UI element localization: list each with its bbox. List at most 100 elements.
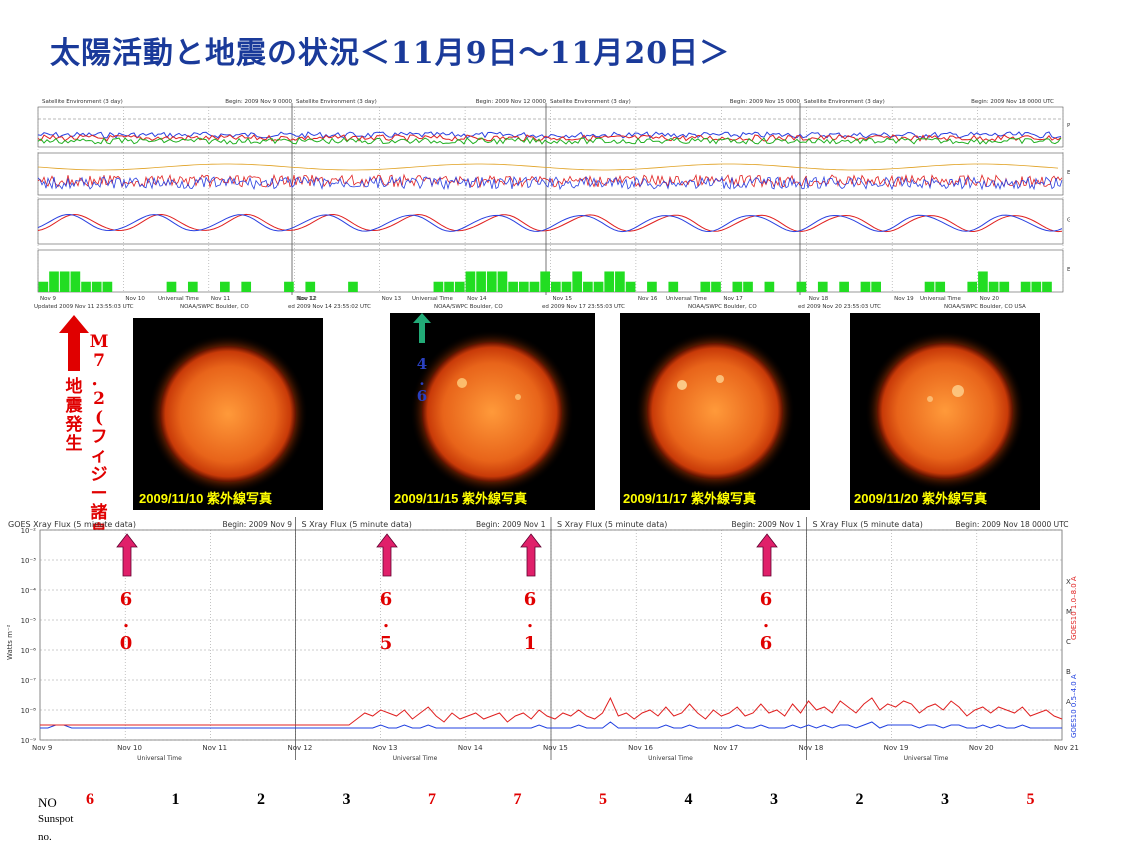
sun-caption: 2009/11/20 紫外線写真 <box>854 491 987 506</box>
kp-bar <box>305 281 316 292</box>
y-axis-label: Watts m⁻² <box>6 624 14 660</box>
kp-bar <box>743 281 753 292</box>
sun-disk-icon <box>148 334 308 494</box>
flare-class-label: B <box>1066 668 1071 676</box>
sunspot-number: 3 <box>342 791 351 808</box>
kp-bar <box>732 281 743 292</box>
flare-class-label: M <box>1066 608 1072 616</box>
updated-label: NOAA/SWPC Bould <box>472 764 533 765</box>
sunspot-number: 4 <box>684 791 693 808</box>
x-tick-label: Nov 21 <box>1054 744 1079 752</box>
strip-label: Proton Flux <box>1067 123 1070 129</box>
kp-bar <box>49 271 59 292</box>
earthquake-arrow-icon <box>59 315 89 371</box>
updated-label: NOAA/SWPC Boulder, CO USA <box>985 764 1082 765</box>
magnitude-char: . <box>382 611 390 632</box>
kp-bar <box>1020 281 1031 292</box>
kp-bar <box>572 271 583 292</box>
series-label: GOES10 0.5–4.0 A <box>1070 674 1078 738</box>
sunspot-number: 5 <box>599 791 607 808</box>
earthquake-note-char: M <box>89 332 109 352</box>
x-tick-label: Nov 12 <box>297 296 316 302</box>
kp-bar <box>529 281 540 292</box>
magnitude-char: 1 <box>523 633 537 654</box>
magnitude-marker: 6.6 <box>756 533 778 655</box>
kp-bar <box>978 271 988 292</box>
kp-bar <box>518 281 529 292</box>
x-tick-label: Nov 18 <box>799 744 824 752</box>
x-tick-label: Nov 16 <box>638 296 658 302</box>
flare-class-label: X <box>1066 578 1071 586</box>
updated-label: NOAA/SWPC Boulder, CO <box>180 304 249 310</box>
panel-header: Satellite Environment (3 day) <box>296 99 377 105</box>
updated-label: 009 Nov 17 23:55:02 UTC <box>558 764 642 765</box>
panel-header: GOES Xray Flux (5 minute data) <box>8 520 136 529</box>
kp-bar <box>486 271 497 292</box>
kp-bar <box>70 271 81 292</box>
updated-label: ed 2009 Nov 20 23:55:03 UTC <box>798 304 881 310</box>
kp-bar <box>796 281 807 292</box>
y-tick-label: 10⁻⁵ <box>21 617 37 625</box>
electron-flux-line <box>37 175 1063 191</box>
panel-header: Satellite Environment (3 day) <box>550 99 631 105</box>
proton-flux-line <box>37 131 1062 139</box>
green-magnitude-char: 4 <box>416 355 428 373</box>
x-tick-label: Nov 20 <box>969 744 994 752</box>
sunspot-number: 5 <box>1026 791 1035 808</box>
updated-label: Updated 2009 Nov 11 23:55:03 UTC <box>34 304 134 310</box>
updated-label: NOAA/SWPC Boulder, CO <box>434 304 503 310</box>
sun-image-3: 2009/11/17 紫外線写真 <box>620 313 810 510</box>
kp-bar <box>38 281 49 292</box>
sunspot-number: 1 <box>171 791 180 808</box>
earthquake-note-char: 諸 <box>90 503 108 523</box>
earthquake-note-2: 地震発生 <box>63 378 85 454</box>
kp-bar <box>465 271 476 292</box>
kp-bar <box>561 281 572 292</box>
kp-bar <box>839 281 849 292</box>
panel-header: S Xray Flux (5 minute data) <box>302 520 412 529</box>
sun-image-4: 2009/11/20 紫外線写真 <box>850 313 1040 510</box>
updated-label: ed 2009 Nov 17 23:55:03 UTC <box>542 304 625 310</box>
sun-caption: 2009/11/10 紫外線写真 <box>139 491 272 506</box>
axis-label: Universal Time <box>648 755 693 762</box>
updated-label: Updated 2009 Nov 11 23:55:02 UTC <box>0 764 118 765</box>
x-tick-label: Nov 9 <box>32 744 52 752</box>
green-magnitude-char: . <box>419 371 425 389</box>
kp-bar <box>999 281 1010 292</box>
y-tick-label: 10⁻² <box>21 527 37 535</box>
magnitude-char: 6 <box>119 589 133 610</box>
kp-bar <box>924 281 935 292</box>
earthquake-note-char: 7 <box>93 351 105 371</box>
kp-bar <box>967 281 978 292</box>
axis-label: Universal Time <box>920 296 962 302</box>
kp-bar <box>348 281 358 292</box>
panel-header: Satellite Environment (3 day) <box>42 99 123 105</box>
kp-bar <box>988 281 999 292</box>
short-channel-line <box>40 721 1062 729</box>
green-arrow-icon <box>413 313 431 343</box>
earthquake-note-char: 発 <box>65 415 83 435</box>
earthquake-note-char: ー <box>90 484 108 504</box>
updated-label: 009 Nov 20 23:55:02 UTC <box>812 764 896 765</box>
x-tick-label: Nov 18 <box>809 296 829 302</box>
updated-label: ed 2009 Nov 14 23:55:02 UTC <box>288 304 371 310</box>
panel-begin: Begin: 2009 Nov 15 0000 <box>730 99 801 105</box>
page-title: 太陽活動と地震の状況＜11月9日～11月20日＞ <box>50 36 731 71</box>
y-tick-label: 10⁻⁹ <box>21 737 37 745</box>
kp-bar <box>583 281 593 292</box>
sun-image-1: 2009/11/10 紫外線写真 <box>133 318 323 510</box>
x-tick-label: Nov 9 <box>40 296 56 302</box>
sunspot-number: 7 <box>513 791 522 808</box>
magnitude-arrow-icon <box>756 533 778 577</box>
y-tick-label: 10⁻³ <box>21 557 37 565</box>
updated-label: NOAA/SWPC Bould <box>728 764 789 765</box>
goes-hp-line <box>37 213 1063 233</box>
x-tick-label: Nov 14 <box>467 296 487 302</box>
panel-header: S Xray Flux (5 minute data) <box>813 520 923 529</box>
electron-flux-line <box>37 173 1063 189</box>
sun-caption: 2009/11/17 紫外線写真 <box>623 491 756 506</box>
sun-caption: 2009/11/15 紫外線写真 <box>394 491 527 506</box>
axis-label: Universal Time <box>137 755 182 762</box>
satellite-environment-panel: Satellite Environment (3 day) Satellite E… <box>34 99 1070 310</box>
magnitude-arrow-icon <box>116 533 138 577</box>
